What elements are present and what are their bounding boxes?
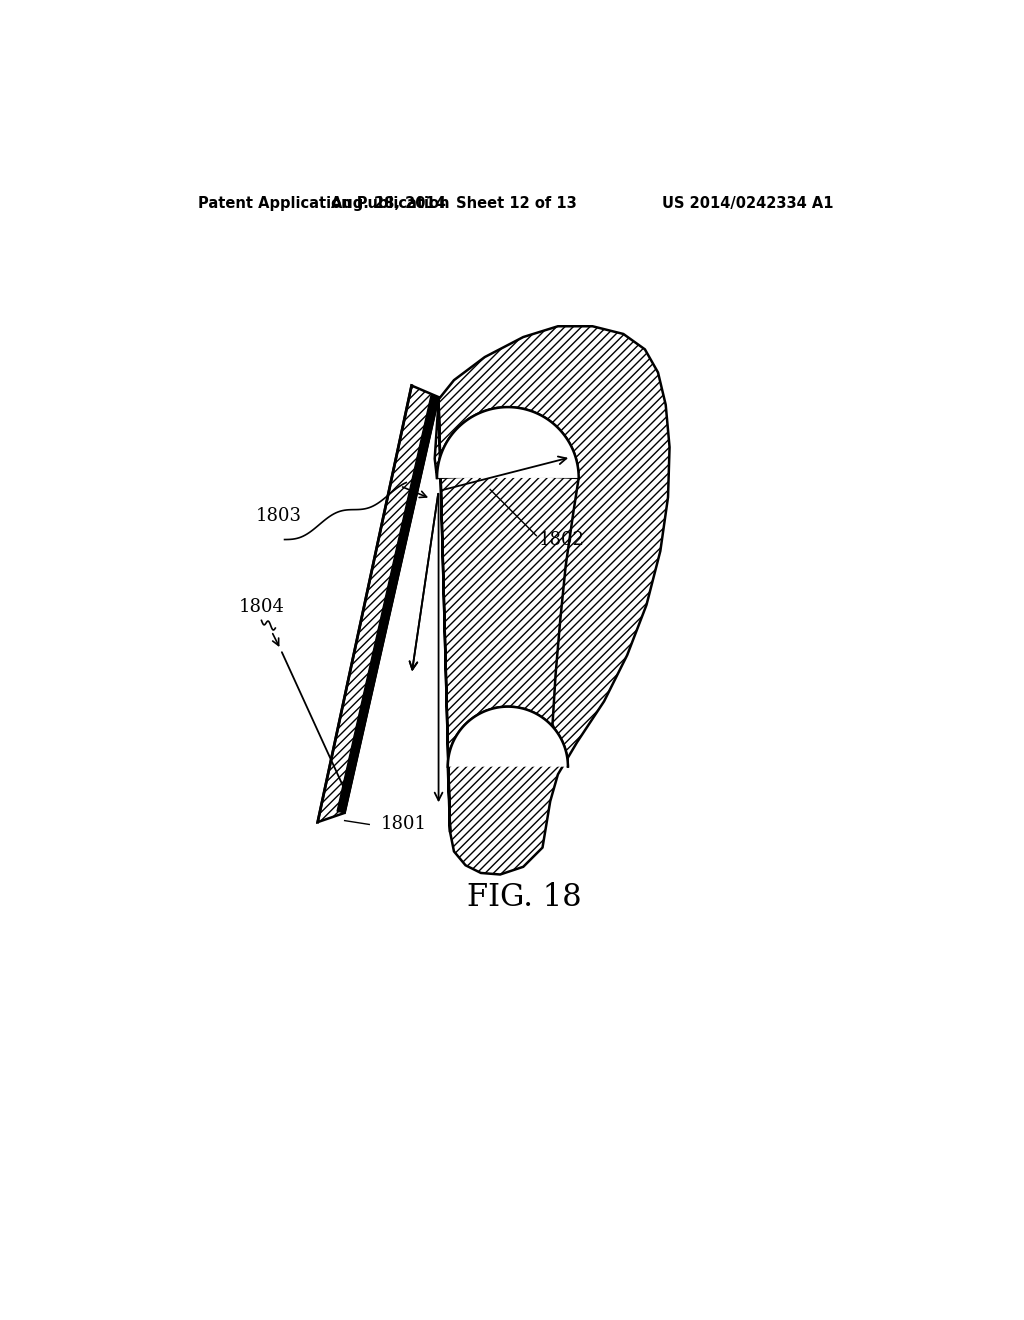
Polygon shape — [317, 385, 438, 822]
Polygon shape — [435, 326, 670, 874]
Polygon shape — [337, 396, 438, 813]
Text: 1804: 1804 — [239, 598, 285, 615]
Text: 1801: 1801 — [381, 816, 427, 833]
Text: Patent Application Publication: Patent Application Publication — [199, 195, 450, 211]
Text: FIG. 18: FIG. 18 — [468, 882, 582, 913]
Text: US 2014/0242334 A1: US 2014/0242334 A1 — [662, 195, 834, 211]
Text: Aug. 28, 2014  Sheet 12 of 13: Aug. 28, 2014 Sheet 12 of 13 — [331, 195, 577, 211]
Polygon shape — [447, 706, 568, 767]
Polygon shape — [437, 407, 579, 478]
Text: 1803: 1803 — [256, 507, 302, 525]
Text: 1802: 1802 — [539, 531, 585, 549]
